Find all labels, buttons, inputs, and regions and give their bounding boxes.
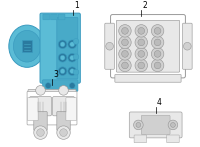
Circle shape	[106, 42, 113, 50]
Circle shape	[59, 86, 68, 95]
Circle shape	[183, 42, 191, 50]
Circle shape	[154, 62, 161, 69]
Circle shape	[73, 54, 79, 60]
Circle shape	[119, 59, 131, 72]
FancyBboxPatch shape	[22, 40, 32, 52]
Circle shape	[135, 25, 148, 37]
Ellipse shape	[9, 25, 45, 67]
Circle shape	[135, 48, 148, 60]
FancyBboxPatch shape	[111, 15, 185, 78]
Circle shape	[60, 55, 65, 60]
Circle shape	[154, 27, 161, 34]
FancyBboxPatch shape	[116, 20, 180, 72]
Circle shape	[58, 53, 67, 62]
FancyBboxPatch shape	[134, 135, 147, 143]
FancyBboxPatch shape	[28, 98, 38, 121]
Circle shape	[70, 42, 75, 47]
Circle shape	[138, 51, 145, 57]
Circle shape	[60, 129, 67, 136]
Circle shape	[36, 86, 45, 95]
Text: 4: 4	[157, 98, 161, 107]
Circle shape	[73, 69, 79, 75]
Circle shape	[122, 62, 128, 69]
Circle shape	[122, 51, 128, 57]
Circle shape	[154, 39, 161, 46]
Circle shape	[68, 40, 76, 49]
Circle shape	[58, 67, 67, 76]
Ellipse shape	[13, 30, 41, 62]
Circle shape	[122, 27, 128, 34]
FancyBboxPatch shape	[129, 112, 182, 138]
Circle shape	[151, 48, 164, 60]
Circle shape	[151, 36, 164, 49]
Circle shape	[168, 120, 178, 130]
Circle shape	[34, 126, 47, 139]
Circle shape	[58, 40, 67, 49]
Circle shape	[37, 129, 44, 136]
FancyBboxPatch shape	[141, 115, 170, 135]
Circle shape	[138, 62, 145, 69]
FancyBboxPatch shape	[105, 23, 114, 69]
FancyBboxPatch shape	[51, 14, 57, 20]
Circle shape	[57, 126, 70, 139]
FancyBboxPatch shape	[28, 89, 76, 99]
Circle shape	[154, 51, 161, 57]
FancyBboxPatch shape	[183, 23, 192, 69]
Circle shape	[151, 25, 164, 37]
FancyBboxPatch shape	[40, 13, 80, 83]
Circle shape	[60, 69, 65, 74]
Circle shape	[70, 69, 75, 74]
Text: 3: 3	[53, 70, 58, 79]
Circle shape	[119, 25, 131, 37]
Circle shape	[122, 39, 128, 46]
Circle shape	[73, 39, 79, 44]
FancyBboxPatch shape	[27, 91, 77, 125]
Circle shape	[119, 36, 131, 49]
FancyBboxPatch shape	[57, 17, 78, 79]
FancyBboxPatch shape	[58, 14, 65, 20]
FancyBboxPatch shape	[29, 97, 52, 116]
Text: 1: 1	[74, 1, 79, 10]
FancyBboxPatch shape	[115, 75, 181, 82]
Circle shape	[138, 27, 145, 34]
Circle shape	[134, 120, 143, 130]
FancyBboxPatch shape	[34, 111, 47, 131]
Circle shape	[68, 53, 76, 62]
Circle shape	[135, 36, 148, 49]
Circle shape	[60, 42, 65, 47]
Circle shape	[119, 48, 131, 60]
Circle shape	[136, 123, 141, 127]
Circle shape	[135, 59, 148, 72]
FancyBboxPatch shape	[66, 98, 76, 121]
Circle shape	[138, 39, 145, 46]
Circle shape	[151, 59, 164, 72]
FancyBboxPatch shape	[42, 80, 78, 91]
FancyBboxPatch shape	[43, 14, 50, 20]
Circle shape	[171, 123, 175, 127]
Circle shape	[45, 83, 51, 88]
Circle shape	[70, 55, 75, 60]
FancyBboxPatch shape	[167, 135, 179, 143]
FancyBboxPatch shape	[57, 111, 70, 131]
Circle shape	[68, 67, 76, 76]
Circle shape	[69, 83, 75, 88]
Text: 2: 2	[142, 1, 147, 10]
FancyBboxPatch shape	[52, 97, 75, 116]
